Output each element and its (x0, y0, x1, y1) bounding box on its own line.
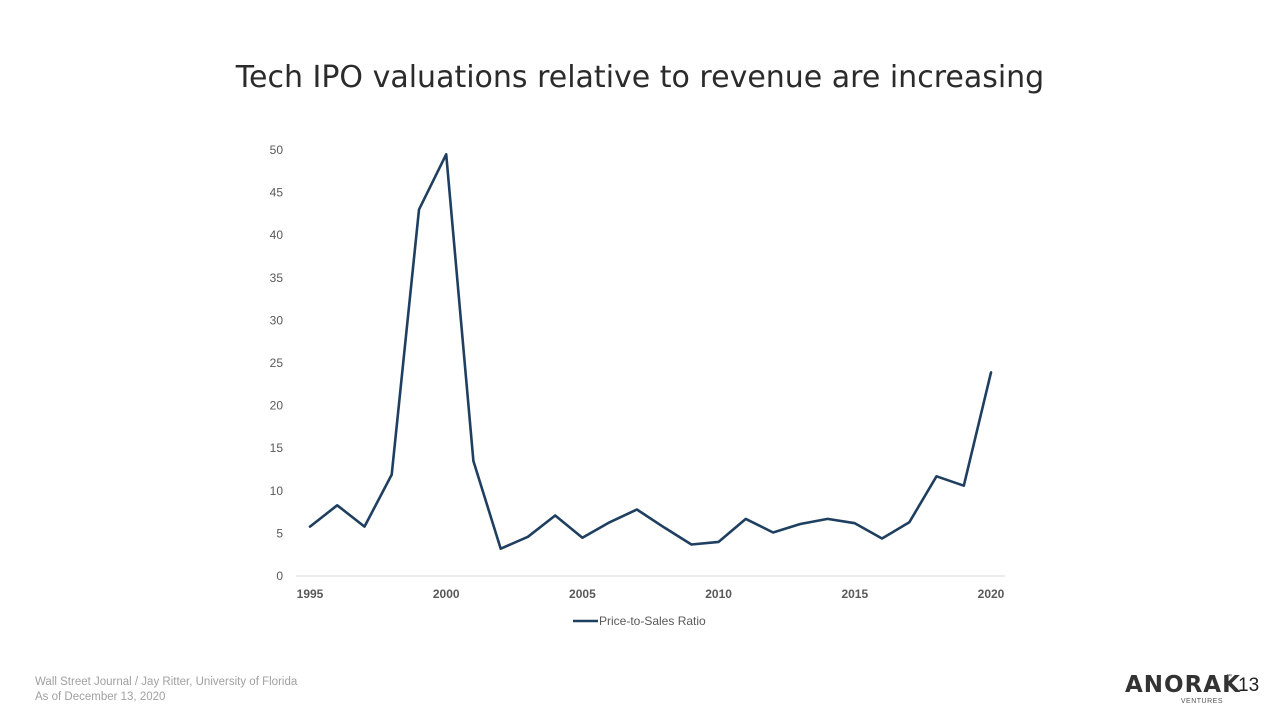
logo-trademark: ™ (1226, 674, 1232, 680)
y-tick-label: 45 (270, 186, 284, 200)
x-tick-label: 2000 (433, 587, 460, 601)
y-tick-label: 5 (276, 526, 283, 540)
source-line: Wall Street Journal / Jay Ritter, Univer… (35, 676, 298, 688)
logo-wordmark: ANORAK (1125, 672, 1241, 698)
series-line-price-to-sales (308, 153, 993, 551)
x-tick-label: 2010 (705, 587, 732, 601)
y-tick-label: 0 (276, 569, 283, 583)
anorak-ventures-logo: ANORAK ™ VENTURES (1125, 672, 1240, 712)
legend-label: Price-to-Sales Ratio (599, 614, 706, 628)
source-note: Wall Street Journal / Jay Ritter, Univer… (35, 675, 297, 705)
y-axis-ticks: 0 5 10 15 20 25 30 35 40 45 50 (270, 143, 284, 583)
slide-title: Tech IPO valuations relative to revenue … (235, 60, 1045, 95)
as-of-date: As of December 13, 2020 (35, 691, 166, 703)
x-tick-label: 2005 (569, 587, 596, 601)
y-tick-label: 25 (270, 356, 284, 370)
y-tick-label: 10 (270, 484, 284, 498)
x-tick-label: 1995 (297, 587, 324, 601)
x-tick-label: 2015 (841, 587, 868, 601)
x-tick-label: 2020 (978, 587, 1005, 601)
chart-legend: Price-to-Sales Ratio (573, 614, 706, 628)
y-tick-label: 20 (270, 399, 284, 413)
y-tick-label: 15 (270, 441, 284, 455)
x-axis-ticks: 1995 2000 2005 2010 2015 2020 (297, 587, 1005, 601)
series-group (308, 153, 993, 551)
y-tick-label: 50 (270, 143, 284, 157)
y-tick-label: 35 (270, 271, 284, 285)
logo-subtitle: VENTURES (1180, 698, 1223, 705)
y-tick-label: 40 (270, 228, 284, 242)
y-tick-label: 30 (270, 313, 284, 327)
page-number: 13 (1238, 675, 1260, 696)
